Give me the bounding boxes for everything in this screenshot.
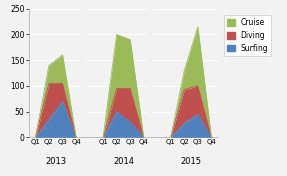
Text: 2014: 2014: [113, 157, 134, 166]
Text: 2015: 2015: [181, 157, 201, 166]
Text: 2013: 2013: [45, 157, 66, 166]
Legend: Cruise, Diving, Surfing: Cruise, Diving, Surfing: [224, 15, 271, 56]
